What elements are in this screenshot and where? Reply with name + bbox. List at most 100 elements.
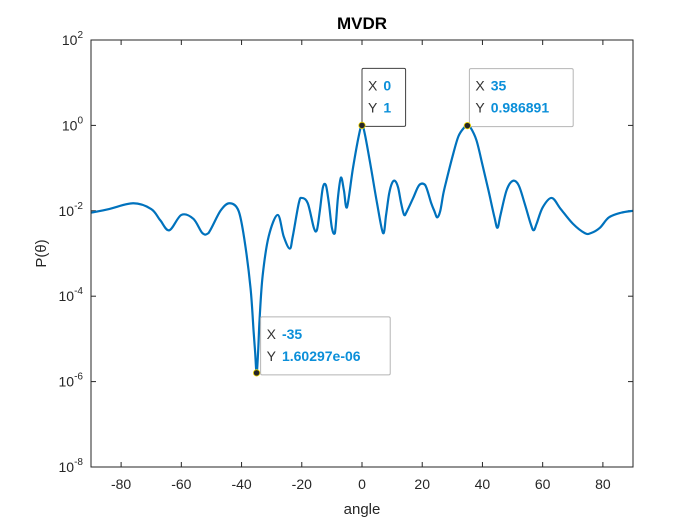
series-point [530, 223, 532, 225]
datatip-y-row: Y 1.60297e-06 [267, 348, 361, 364]
y-tick-label: 10-6 [59, 372, 84, 390]
series-point [394, 180, 396, 182]
series-point [237, 210, 239, 212]
datatip-y-row: Y 0.986891 [475, 100, 549, 116]
datatip-box [468, 68, 574, 128]
series-point [343, 189, 345, 191]
series-point [289, 248, 291, 250]
x-tick-label: 40 [475, 476, 491, 492]
series-point [533, 229, 535, 231]
series-point [439, 210, 441, 212]
series-point [132, 202, 134, 204]
series-point [192, 218, 194, 220]
series-point [584, 232, 586, 234]
series-point [180, 214, 182, 216]
series-point [499, 214, 501, 216]
y-tick-base: 10 [59, 203, 75, 219]
series-point [257, 351, 259, 353]
series-point [313, 227, 315, 229]
series-point [346, 206, 348, 208]
series-point [433, 210, 435, 212]
series-point [382, 232, 384, 234]
x-tick-label: 0 [358, 476, 366, 492]
datatip-marker[interactable] [358, 121, 366, 130]
datatip[interactable]: X -35 Y 1.60297e-06 [253, 316, 391, 377]
series-point [412, 197, 414, 199]
series-point [481, 164, 483, 166]
datatip-y-key: Y [368, 99, 378, 115]
y-tick-label: 10-2 [59, 201, 84, 219]
series-point [590, 232, 592, 234]
datatip-y-key: Y [267, 348, 277, 364]
datatip-marker[interactable] [253, 369, 261, 377]
series-point [301, 197, 303, 199]
y-tick-label: 10-8 [59, 457, 84, 475]
datatip-x-key: X [267, 326, 277, 342]
datatip[interactable]: X 35 Y 0.986891 [463, 68, 574, 130]
series-point [505, 189, 507, 191]
datatip-x-key: X [368, 77, 378, 93]
series-point [442, 193, 444, 195]
datatip[interactable]: X 0 Y 1 [358, 67, 407, 130]
series-point [298, 202, 300, 204]
datatip-x-key: X [475, 78, 485, 94]
series-point [283, 235, 285, 237]
series-point [496, 227, 498, 229]
series-point [457, 135, 459, 137]
series-point [168, 229, 170, 231]
series-point [511, 180, 513, 182]
series-point [400, 202, 402, 204]
y-tick-exponent: -8 [74, 457, 83, 468]
series-point [228, 202, 230, 204]
series-point [524, 202, 526, 204]
series-point [331, 227, 333, 229]
series-point [403, 214, 405, 216]
series-point [254, 351, 256, 353]
x-axis-label: angle [344, 501, 381, 518]
y-tick-base: 10 [62, 32, 78, 48]
series-point [451, 156, 453, 158]
series-point [376, 202, 378, 204]
series-point [406, 210, 408, 212]
series-point [436, 216, 438, 218]
series-point [572, 223, 574, 225]
datatip-y-value: 1.60297e-06 [282, 348, 361, 364]
series-point [307, 202, 309, 204]
y-tick-label: 100 [62, 115, 84, 133]
series-point [517, 184, 519, 186]
series-line[interactable] [90, 124, 634, 374]
series-point [493, 216, 495, 218]
series-point [249, 288, 251, 290]
series-point [385, 214, 387, 216]
x-tick-label: -40 [231, 476, 251, 492]
datatips-layer: X -35Y 1.60297e-06X 0Y 1X 35Y 0.986891 [253, 67, 574, 377]
series-point [542, 206, 544, 208]
series-point [328, 202, 330, 204]
y-tick-exponent: 2 [77, 30, 83, 41]
datatip-x-row: X -35 [267, 326, 303, 342]
chart-title: MVDR [337, 14, 387, 33]
series-point [620, 212, 622, 214]
series-point [397, 186, 399, 188]
datatip-box [260, 316, 391, 376]
series-point [424, 184, 426, 186]
series-point [207, 232, 209, 234]
axes-box [90, 39, 634, 468]
datatip-marker[interactable] [463, 122, 471, 130]
datatip-x-value: 0 [383, 77, 391, 93]
series-point [319, 210, 321, 212]
axis-ticks: -80 -60 -40 -20 0 20 40 60 8010210010-210-410-61… [59, 30, 633, 492]
datatip-x-row: X 35 [475, 78, 506, 94]
series-point [277, 214, 279, 216]
series-point [536, 223, 538, 225]
series-point [608, 216, 610, 218]
datatip-y-value: 0.986891 [491, 100, 550, 116]
series-point [599, 227, 601, 229]
y-tick-base: 10 [59, 374, 75, 390]
series-point [340, 176, 342, 178]
y-axis-label: P(θ) [33, 239, 50, 267]
series-point [108, 208, 110, 210]
y-tick-label: 10-4 [59, 286, 84, 304]
